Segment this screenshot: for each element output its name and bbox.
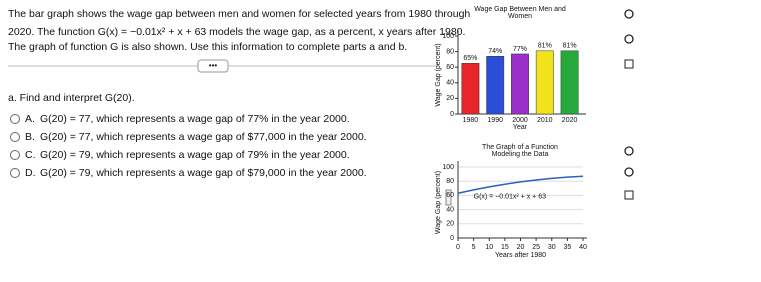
bar bbox=[535, 50, 554, 115]
y-axis-label: Wage Gap (percent) bbox=[435, 43, 442, 106]
option-letter: A. bbox=[25, 113, 35, 125]
x-tick-label: 2020 bbox=[562, 117, 578, 124]
bar bbox=[511, 53, 529, 115]
radio[interactable] bbox=[10, 132, 20, 142]
option-text: G(20) = 77, which represents a wage gap … bbox=[40, 113, 350, 125]
value-label: 81% bbox=[563, 43, 577, 50]
expand-label[interactable]: ••• bbox=[209, 61, 218, 70]
open-icon[interactable] bbox=[624, 190, 634, 200]
option-text: G(20) = 77, which represents a wage gap … bbox=[40, 131, 367, 143]
radio[interactable] bbox=[10, 150, 20, 160]
radio[interactable] bbox=[10, 114, 20, 124]
x-tick-label: 1990 bbox=[487, 117, 503, 124]
x-tick-label: 35 bbox=[563, 244, 571, 251]
expand-button[interactable] bbox=[197, 59, 229, 73]
chart-title: The Graph of a Function bbox=[482, 144, 558, 151]
chart-title: Women bbox=[508, 13, 532, 20]
x-tick-label: 25 bbox=[532, 244, 540, 251]
x-tick-label: 10 bbox=[485, 244, 493, 251]
x-axis-label: Years after 1980 bbox=[495, 252, 546, 259]
y-tick-label: 0 bbox=[450, 111, 454, 118]
y-tick-label: 0 bbox=[450, 235, 454, 242]
y-tick-label: 100 bbox=[442, 33, 454, 40]
y-tick-label: 80 bbox=[446, 178, 454, 185]
option-text: G(20) = 79, which represents a wage gap … bbox=[40, 149, 350, 161]
y-tick-label: 40 bbox=[446, 206, 454, 213]
y-axis-label: Wage Gap (percent) bbox=[435, 171, 442, 234]
value-label: 65% bbox=[463, 55, 477, 62]
y-tick-label: 60 bbox=[446, 192, 454, 199]
y-tick-label: 100 bbox=[442, 164, 454, 171]
annotation: G(x) = −0.01x² + x + 63 bbox=[474, 194, 546, 201]
option-letter: B. bbox=[25, 131, 35, 143]
question: The bar graph shows the wage gap between… bbox=[8, 8, 470, 104]
option-text: G(20) = 79, which represents a wage gap … bbox=[40, 167, 367, 179]
x-tick-label: 5 bbox=[472, 244, 476, 251]
value-label: 74% bbox=[488, 48, 502, 55]
x-tick-label: 15 bbox=[501, 244, 509, 251]
zoom-icon[interactable] bbox=[624, 146, 634, 156]
x-tick-label: 2010 bbox=[537, 117, 553, 124]
radio[interactable] bbox=[10, 168, 20, 178]
chart-title: Modeling the Data bbox=[492, 151, 549, 158]
x-tick-label: 2000 bbox=[512, 117, 528, 124]
value-label: 77% bbox=[513, 46, 527, 53]
bar bbox=[560, 50, 579, 115]
y-tick-label: 60 bbox=[446, 64, 454, 71]
x-tick-label: 20 bbox=[517, 244, 525, 251]
x-tick-label: 30 bbox=[548, 244, 556, 251]
icons bbox=[445, 9, 634, 206]
x-tick-label: 40 bbox=[579, 244, 587, 251]
intro-line: The graph of function G is also shown. U… bbox=[8, 41, 407, 53]
y-tick-label: 20 bbox=[446, 221, 454, 228]
bar bbox=[486, 56, 505, 115]
open-icon[interactable] bbox=[624, 59, 634, 69]
part-a: a. Find and interpret G(20). bbox=[8, 92, 135, 104]
intro-line: The bar graph shows the wage gap between… bbox=[8, 8, 470, 20]
option-letter: C. bbox=[25, 149, 36, 161]
chart-title: Wage Gap Between Men and bbox=[474, 6, 566, 13]
x-tick-label: 0 bbox=[456, 244, 460, 251]
function-curve bbox=[457, 175, 584, 195]
x-axis-label: Year bbox=[513, 124, 528, 131]
y-tick-label: 20 bbox=[446, 95, 454, 102]
y-tick-label: 40 bbox=[446, 80, 454, 87]
value-label: 81% bbox=[538, 43, 552, 50]
x-tick-label: 1980 bbox=[463, 117, 479, 124]
drag-handle[interactable] bbox=[445, 189, 452, 206]
zoom-icon[interactable] bbox=[624, 34, 634, 44]
intro-line: 2020. The function G(x) = −0.01x² + x + … bbox=[8, 26, 465, 38]
zoom-icon[interactable] bbox=[624, 9, 634, 19]
option-letter: D. bbox=[25, 167, 36, 179]
bar bbox=[461, 63, 480, 115]
zoom-icon[interactable] bbox=[624, 167, 634, 177]
y-tick-label: 80 bbox=[446, 48, 454, 55]
